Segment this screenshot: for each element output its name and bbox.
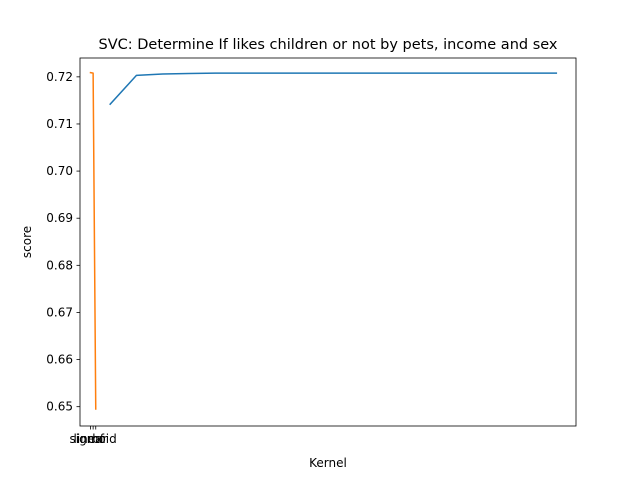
y-tick-label: 0.66 (46, 353, 73, 367)
x-tick-label: sigmoid (70, 432, 117, 446)
y-axis-label: score (20, 226, 34, 258)
y-tick-label: 0.68 (46, 258, 73, 272)
x-tick-label: rbf (87, 432, 105, 446)
y-tick-label: 0.72 (46, 70, 73, 84)
plot-area: 0.65 0.66 0.67 0.68 0.69 0.70 0.71 0.72 linearsi… (46, 57, 577, 446)
y-tick-label: 0.67 (46, 305, 73, 319)
y-tick-label: 0.70 (46, 164, 73, 178)
axes-frame (79, 57, 577, 427)
x-tick-label: linear (74, 432, 108, 446)
y-tick-label: 0.69 (46, 211, 73, 225)
y-tick-label: 0.71 (46, 117, 73, 131)
series-line-1 (109, 72, 558, 106)
x-axis-label: Kernel (309, 456, 347, 470)
series-line-2 (89, 71, 97, 410)
chart-title: SVC: Determine If likes children or not … (99, 37, 558, 53)
y-tick-label: 0.65 (46, 400, 73, 414)
